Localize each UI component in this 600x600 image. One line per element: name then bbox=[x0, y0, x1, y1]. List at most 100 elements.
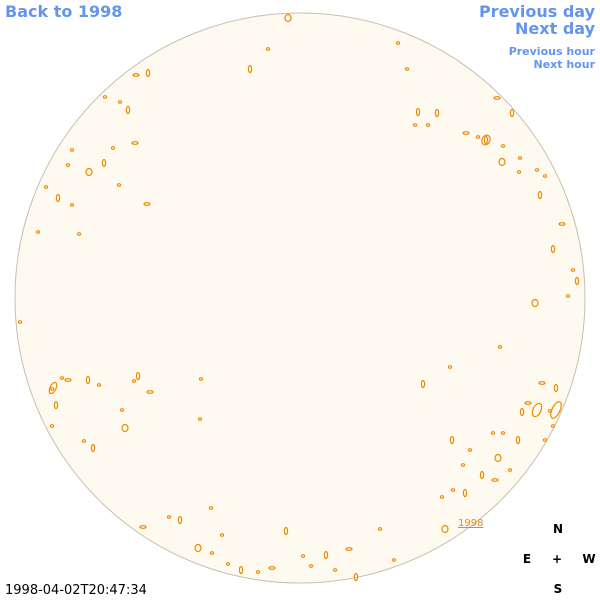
region-contour bbox=[55, 193, 61, 203]
region-contour bbox=[353, 572, 359, 582]
compass-west: W bbox=[582, 552, 596, 566]
region-contour bbox=[69, 148, 75, 152]
region-contour bbox=[507, 468, 513, 472]
region-contour bbox=[425, 123, 431, 127]
region-contour bbox=[166, 515, 172, 519]
region-contour bbox=[542, 174, 548, 178]
compass-east: E bbox=[522, 552, 532, 566]
region-contour bbox=[509, 108, 515, 118]
region-contour bbox=[102, 95, 108, 99]
region-contour bbox=[110, 146, 116, 150]
region-contour bbox=[219, 533, 225, 537]
timestamp: 1998-04-02T20:47:34 bbox=[5, 583, 147, 598]
region-contour bbox=[59, 376, 65, 380]
region-contour bbox=[542, 438, 548, 442]
region-contour bbox=[345, 547, 353, 551]
region-contour bbox=[49, 387, 55, 391]
region-contour bbox=[439, 495, 445, 499]
region-contour bbox=[447, 365, 453, 369]
previous-day-link[interactable]: Previous day bbox=[478, 2, 595, 21]
next-hour-link[interactable]: Next hour bbox=[533, 58, 596, 71]
region-contour bbox=[323, 550, 329, 560]
region-contour bbox=[570, 268, 576, 272]
region-contour bbox=[483, 135, 489, 145]
region-contour bbox=[116, 183, 122, 187]
region-contour bbox=[534, 168, 540, 172]
region-contour bbox=[125, 105, 131, 115]
region-contour bbox=[497, 345, 503, 349]
region-contour bbox=[479, 470, 485, 480]
region-contour bbox=[117, 100, 123, 104]
region-contour bbox=[491, 478, 499, 482]
region-contour bbox=[197, 417, 203, 421]
region-contour bbox=[494, 453, 502, 463]
region-contour bbox=[462, 488, 468, 498]
region-contour bbox=[524, 401, 532, 405]
region-contour bbox=[558, 222, 566, 226]
region-contour bbox=[69, 203, 75, 207]
solar-disk bbox=[14, 12, 586, 584]
region-contour bbox=[48, 381, 58, 395]
region-contour bbox=[49, 424, 55, 428]
region-contour bbox=[308, 564, 314, 568]
region-contour bbox=[537, 190, 543, 200]
region-contour bbox=[64, 378, 72, 382]
region-contour bbox=[268, 566, 276, 570]
region-contour bbox=[238, 565, 244, 575]
region-contour bbox=[500, 144, 506, 148]
region-contour bbox=[85, 375, 91, 385]
region-contour bbox=[550, 244, 556, 254]
region-contour bbox=[284, 13, 292, 23]
region-contour bbox=[404, 67, 410, 71]
region-contour bbox=[119, 408, 125, 412]
region-contour bbox=[208, 506, 214, 510]
region-contour bbox=[96, 383, 102, 387]
region-contour bbox=[53, 400, 59, 410]
region-contour bbox=[265, 47, 271, 51]
region-contour bbox=[395, 41, 401, 45]
region-contour bbox=[198, 377, 204, 381]
region-contour bbox=[17, 320, 23, 324]
region-contour bbox=[538, 381, 546, 385]
region-contour bbox=[412, 123, 418, 127]
region-contour bbox=[553, 383, 559, 393]
region-contour bbox=[475, 135, 481, 139]
region-contour bbox=[65, 163, 71, 167]
region-contour bbox=[434, 108, 440, 118]
region-contour bbox=[283, 526, 289, 536]
region-contour bbox=[467, 448, 473, 452]
region-contour bbox=[209, 551, 215, 555]
region-contour bbox=[565, 294, 571, 298]
next-day-link[interactable]: Next day bbox=[515, 19, 595, 38]
region-contour bbox=[517, 156, 523, 160]
region-contour bbox=[460, 463, 466, 467]
region-contour bbox=[450, 488, 456, 492]
year-label[interactable]: 1998 bbox=[458, 518, 483, 529]
region-contour bbox=[449, 435, 455, 445]
region-contour bbox=[139, 525, 147, 529]
region-contour bbox=[377, 527, 383, 531]
region-contour bbox=[132, 73, 140, 77]
back-link[interactable]: Back to 1998 bbox=[5, 2, 123, 21]
region-contour bbox=[531, 402, 543, 418]
region-contour bbox=[135, 371, 141, 381]
region-contour bbox=[516, 170, 522, 174]
region-contour bbox=[121, 423, 129, 433]
region-contour bbox=[441, 524, 449, 534]
region-contour bbox=[255, 570, 261, 574]
region-contour bbox=[391, 558, 397, 562]
region-contour bbox=[519, 407, 525, 417]
region-contour bbox=[550, 401, 562, 419]
region-contour bbox=[76, 232, 82, 236]
region-contour bbox=[131, 379, 137, 383]
region-contour bbox=[131, 141, 139, 145]
region-contour bbox=[415, 107, 421, 117]
region-contour bbox=[550, 424, 556, 428]
previous-hour-link[interactable]: Previous hour bbox=[508, 45, 595, 58]
region-contour bbox=[145, 68, 151, 78]
region-contour bbox=[300, 554, 306, 558]
region-contour bbox=[420, 379, 426, 389]
region-contour bbox=[493, 96, 501, 100]
region-contour bbox=[177, 515, 183, 525]
